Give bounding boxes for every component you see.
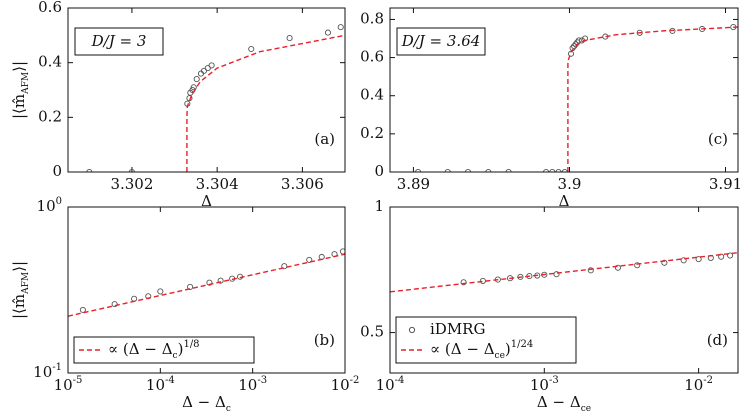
data-point (193, 76, 200, 83)
data-point (286, 35, 293, 42)
annotation-box (396, 27, 486, 56)
legend-marker (408, 326, 416, 334)
data-point (324, 29, 332, 36)
x-tick-label: 10-4 (146, 375, 175, 394)
data-point (208, 62, 215, 69)
axes-frame (67, 206, 346, 374)
legend-label: ∝ (Δ − Δc)1/8 (108, 339, 200, 361)
y-tick-label: 0.2 (360, 124, 384, 142)
data-point (727, 252, 734, 259)
data-point (206, 279, 213, 286)
data-point (695, 256, 702, 263)
y-tick-label: 0.6 (38, 0, 62, 16)
x-tick-label: 3.91 (709, 175, 742, 193)
fit-line (68, 253, 345, 317)
data-point (337, 24, 344, 31)
panel: 3.89 3.9 3.91 0 0.2 0.4 0.6 0.8 Δ D/J = 3.64 (c) (360, 7, 742, 210)
data-point (306, 256, 313, 263)
x-tick-label: 10-4 (376, 375, 405, 394)
legend-label: iDMRG (430, 320, 485, 338)
panel-label: (c) (708, 130, 728, 148)
data-point (79, 306, 86, 313)
y-tick-label: 0.2 (38, 107, 62, 125)
panel-label: (b) (314, 331, 335, 349)
x-tick-label: 10-2 (331, 375, 360, 394)
legend-box (73, 336, 255, 364)
legend-label: ∝ (Δ − Δce)1/24 (430, 339, 533, 361)
data-point (131, 295, 138, 302)
annotation: D/J = 3.64 (401, 32, 481, 50)
x-tick-label: 3.306 (281, 175, 324, 193)
panel: 3.302 3.304 3.306 0 0.2 0.4 0.6 Δ |⟨m̂AFM⟩| D/J =… (10, 0, 346, 210)
data-point (111, 301, 118, 308)
data-point (614, 264, 621, 271)
annotation-box (74, 27, 164, 56)
panel: 10-5 10-4 10-3 10-2 10-1 100 Δ − Δc |⟨m̂AFM⟩| (b… (10, 196, 359, 413)
axes-frame (389, 7, 739, 173)
data-point (587, 267, 594, 274)
legend-box (395, 316, 577, 364)
axes-frame (67, 7, 346, 173)
x-tick-label: 3.89 (397, 175, 430, 193)
y-tick-label: 0 (374, 162, 384, 180)
annotation: D/J = 3 (91, 32, 147, 50)
y-tick-label: 0.4 (38, 53, 62, 71)
panel-label: (d) (707, 331, 728, 349)
data-point (281, 263, 288, 270)
data-point (248, 45, 255, 53)
x-tick-label: 10-3 (530, 375, 559, 394)
data-point (680, 257, 687, 264)
y-tick-label: 0.8 (360, 9, 384, 27)
panel: 10-4 10-3 10-2 0.5 1 Δ − Δce (d) iDMRG∝ (Δ − Δc… (360, 197, 739, 413)
y-tick-label: 0.5 (360, 323, 384, 341)
axes-frame (389, 206, 739, 374)
y-tick-label: 1 (374, 197, 384, 215)
data-point (217, 277, 224, 284)
fit-line (567, 26, 738, 172)
y-tick-label: 100 (37, 196, 62, 215)
data-point (190, 84, 197, 91)
x-tick-label: 3.9 (558, 175, 582, 193)
y-axis-label: |⟨m̂AFM⟩| (10, 61, 31, 119)
x-tick-label: 3.302 (110, 175, 153, 193)
data-point (157, 288, 164, 295)
y-tick-label: 0.6 (360, 48, 384, 66)
y-tick-label: 10-1 (33, 362, 62, 381)
fit-line (390, 252, 738, 293)
y-tick-label: 0 (52, 162, 62, 180)
x-axis-label: Δ (559, 192, 570, 210)
y-tick-label: 0.4 (360, 86, 384, 104)
data-point (460, 279, 467, 286)
y-axis-label: |⟨m̂AFM⟩| (10, 261, 31, 319)
x-axis-label: Δ (201, 192, 212, 210)
fit-line (186, 34, 345, 172)
panel-label: (a) (314, 130, 335, 148)
x-tick-label: 3.304 (196, 175, 239, 193)
data-point (634, 262, 641, 269)
data-point (553, 271, 560, 278)
x-axis-label: Δ − Δce (537, 393, 591, 413)
x-tick-label: 10-2 (684, 375, 713, 394)
data-point (718, 253, 725, 260)
x-tick-label: 10-3 (238, 375, 267, 394)
x-axis-label: Δ − Δc (182, 393, 231, 413)
data-point (571, 43, 578, 50)
x-tick-label: 10-5 (54, 375, 83, 394)
data-point (661, 259, 668, 266)
